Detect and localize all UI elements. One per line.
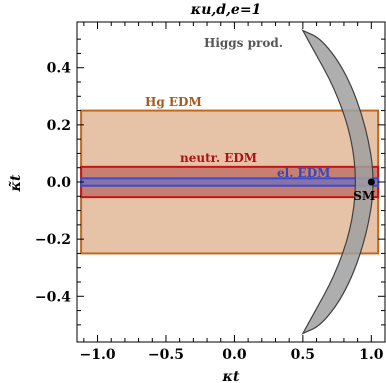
y-tick-label: 0.0 xyxy=(47,175,72,191)
x-axis-label: κt xyxy=(222,369,240,383)
x-tick-label: −0.5 xyxy=(148,347,184,363)
y-tick-label: 0.4 xyxy=(47,61,72,77)
regions-layer xyxy=(80,29,380,335)
region-labels-layer: Hg EDM neutr. EDM el. EDM Higgs prod. SM xyxy=(145,36,375,203)
region-higgs-prod xyxy=(301,29,374,335)
region-label-hg-edm: Hg EDM xyxy=(145,95,202,109)
axes-layer: −1.0 −0.5 0.0 0.5 1.0 −0.4 −0.2 0.0 0.2 0.4 xyxy=(35,21,386,363)
x-tick-label: 1.0 xyxy=(359,347,384,363)
x-tick-label: 0.0 xyxy=(222,347,247,363)
x-tick-label: −1.0 xyxy=(79,347,115,363)
y-axis-label: κ̃t xyxy=(7,174,24,192)
point-sm xyxy=(367,178,375,186)
region-el-edm xyxy=(80,177,380,187)
region-label-higgs-prod: Higgs prod. xyxy=(204,36,283,50)
x-tick-label: 0.5 xyxy=(291,347,315,363)
region-label-el-edm: el. EDM xyxy=(277,166,330,180)
region-label-neutr-edm: neutr. EDM xyxy=(180,151,257,165)
point-label-sm: SM xyxy=(353,189,375,203)
y-tick-label: −0.4 xyxy=(35,289,71,305)
chart-title: κu,d,e=1 xyxy=(190,2,262,18)
y-tick-label: −0.2 xyxy=(35,232,71,248)
y-tick-label: 0.2 xyxy=(47,118,71,134)
